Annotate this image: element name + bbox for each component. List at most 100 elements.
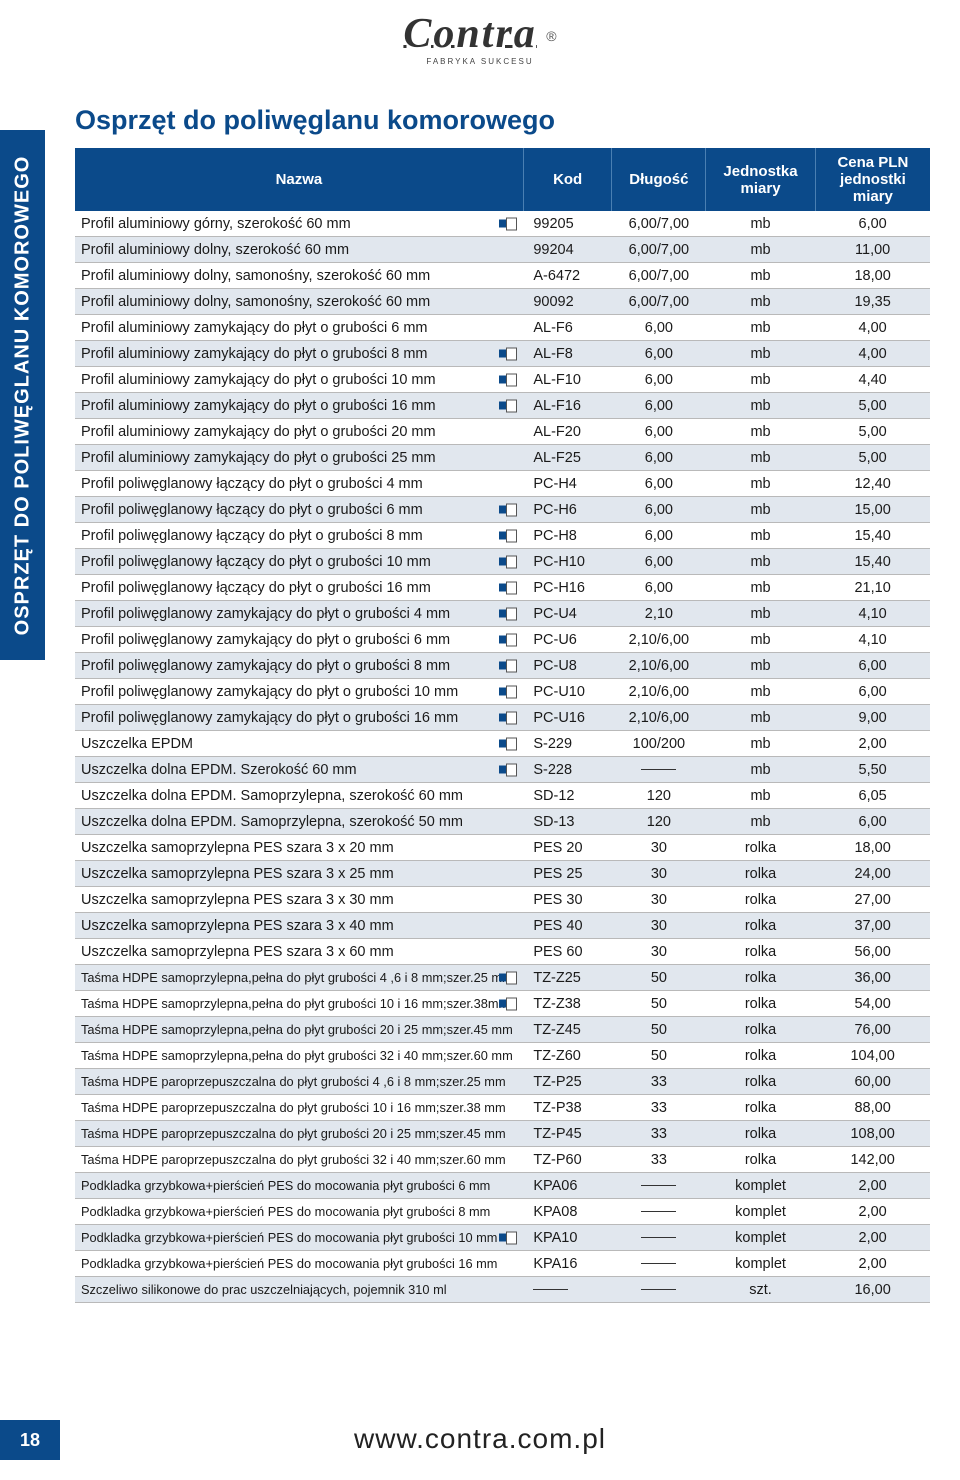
cell-nazwa: Podkladka grzybkowa+pierścień PES do moc… (75, 1251, 523, 1277)
cell-jednostka: rolka (706, 1095, 815, 1121)
cell-jednostka: mb (706, 289, 815, 315)
cell-cena: 2,00 (815, 1251, 930, 1277)
cell-nazwa: Podkladka grzybkowa+pierścień PES do moc… (75, 1173, 523, 1199)
cell-cena: 2,00 (815, 1173, 930, 1199)
table-row: Uszczelka dolna EPDM. Szerokość 60 mmS-2… (75, 757, 930, 783)
cell-nazwa: Profil poliwęglanowy łączący do płyt o g… (75, 549, 523, 575)
cell-cena: 4,10 (815, 601, 930, 627)
cell-kod: PES 60 (523, 939, 612, 965)
cell-dlugosc: 6,00 (612, 341, 706, 367)
cell-cena: 104,00 (815, 1043, 930, 1069)
table-row: Uszczelka samoprzylepna PES szara 3 x 40… (75, 913, 930, 939)
availability-icon (499, 685, 517, 698)
cell-cena: 11,00 (815, 237, 930, 263)
cell-nazwa: Taśma HDPE paroprzepuszczalna do płyt gr… (75, 1121, 523, 1147)
table-row: Podkladka grzybkowa+pierścień PES do moc… (75, 1199, 930, 1225)
table-row: Profil poliwęglanowy łączący do płyt o g… (75, 523, 930, 549)
cell-nazwa: Profil aluminiowy dolny, szerokość 60 mm (75, 237, 523, 263)
cell-nazwa: Profil aluminiowy dolny, samonośny, szer… (75, 289, 523, 315)
table-row: Uszczelka samoprzylepna PES szara 3 x 60… (75, 939, 930, 965)
cell-dlugosc: 6,00/7,00 (612, 211, 706, 237)
cell-kod: PC-H6 (523, 497, 612, 523)
cell-dlugosc: 6,00 (612, 367, 706, 393)
cell-kod: AL-F16 (523, 393, 612, 419)
cell-kod: PES 20 (523, 835, 612, 861)
table-row: Profil poliwęglanowy zamykający do płyt … (75, 679, 930, 705)
availability-icon (499, 607, 517, 620)
cell-nazwa: Profil aluminiowy zamykający do płyt o g… (75, 341, 523, 367)
cell-jednostka: mb (706, 575, 815, 601)
table-row: Profil aluminiowy zamykający do płyt o g… (75, 393, 930, 419)
cell-jednostka: mb (706, 809, 815, 835)
cell-dlugosc: 30 (612, 887, 706, 913)
cell-cena: 21,10 (815, 575, 930, 601)
cell-kod: PC-U10 (523, 679, 612, 705)
cell-nazwa: Profil aluminiowy zamykający do płyt o g… (75, 315, 523, 341)
cell-kod: PC-H4 (523, 471, 612, 497)
logo-subtitle: FABRYKA SUKCESU (403, 57, 556, 66)
cell-kod: TZ-Z45 (523, 1017, 612, 1043)
cell-kod: AL-F25 (523, 445, 612, 471)
price-table: Nazwa Kod Długość Jednostka miary Cena P… (75, 148, 930, 1303)
cell-dlugosc: 6,00 (612, 445, 706, 471)
cell-dlugosc: 120 (612, 783, 706, 809)
availability-icon (499, 373, 517, 386)
cell-dlugosc (612, 1251, 706, 1277)
cell-dlugosc: 33 (612, 1147, 706, 1173)
table-row: Profil poliwęglanowy zamykający do płyt … (75, 627, 930, 653)
cell-kod: S-229 (523, 731, 612, 757)
cell-cena: 60,00 (815, 1069, 930, 1095)
cell-dlugosc: 6,00/7,00 (612, 289, 706, 315)
cell-nazwa: Taśma HDPE paroprzepuszczalna do płyt gr… (75, 1069, 523, 1095)
cell-cena: 18,00 (815, 835, 930, 861)
cell-jednostka: mb (706, 653, 815, 679)
cell-dlugosc: 50 (612, 991, 706, 1017)
cell-dlugosc: 6,00/7,00 (612, 237, 706, 263)
cell-cena: 24,00 (815, 861, 930, 887)
table-row: Profil poliwęglanowy łączący do płyt o g… (75, 575, 930, 601)
cell-jednostka: komplet (706, 1225, 815, 1251)
cell-cena: 76,00 (815, 1017, 930, 1043)
cell-nazwa: Profil poliwęglanowy łączący do płyt o g… (75, 471, 523, 497)
cell-nazwa: Profil aluminiowy górny, szerokość 60 mm (75, 211, 523, 237)
table-row: Uszczelka dolna EPDM. Samoprzylepna, sze… (75, 809, 930, 835)
cell-kod: TZ-Z25 (523, 965, 612, 991)
cell-nazwa: Taśma HDPE samoprzylepna,pełna do płyt g… (75, 991, 523, 1017)
cell-cena: 4,40 (815, 367, 930, 393)
cell-cena: 6,00 (815, 809, 930, 835)
cell-dlugosc: 6,00 (612, 471, 706, 497)
cell-dlugosc: 2,10/6,00 (612, 705, 706, 731)
table-row: Profil aluminiowy zamykający do płyt o g… (75, 419, 930, 445)
cell-cena: 108,00 (815, 1121, 930, 1147)
logo-text: Contra (403, 15, 536, 55)
cell-kod: SD-12 (523, 783, 612, 809)
table-row: Uszczelka EPDMS-229100/200mb2,00 (75, 731, 930, 757)
cell-kod (523, 1277, 612, 1303)
cell-kod: PC-H16 (523, 575, 612, 601)
cell-nazwa: Profil aluminiowy zamykający do płyt o g… (75, 367, 523, 393)
availability-icon (499, 971, 517, 984)
cell-dlugosc: 6,00 (612, 497, 706, 523)
cell-nazwa: Profil aluminiowy zamykający do płyt o g… (75, 393, 523, 419)
cell-kod: TZ-P45 (523, 1121, 612, 1147)
dash-icon (641, 1211, 676, 1212)
cell-nazwa: Taśma HDPE samoprzylepna,pełna do płyt g… (75, 1043, 523, 1069)
cell-dlugosc: 6,00 (612, 393, 706, 419)
cell-jednostka: mb (706, 705, 815, 731)
cell-nazwa: Profil poliwęglanowy łączący do płyt o g… (75, 497, 523, 523)
cell-dlugosc (612, 1225, 706, 1251)
table-row: Podkladka grzybkowa+pierścień PES do moc… (75, 1173, 930, 1199)
table-row: Profil poliwęglanowy zamykający do płyt … (75, 653, 930, 679)
cell-nazwa: Podkladka grzybkowa+pierścień PES do moc… (75, 1225, 523, 1251)
cell-cena: 6,00 (815, 679, 930, 705)
cell-dlugosc: 2,10/6,00 (612, 653, 706, 679)
col-cena: Cena PLN jednostki miary (815, 148, 930, 211)
cell-kod: PES 40 (523, 913, 612, 939)
cell-dlugosc (612, 1199, 706, 1225)
cell-kod: AL-F6 (523, 315, 612, 341)
cell-jednostka: mb (706, 549, 815, 575)
cell-kod: AL-F10 (523, 367, 612, 393)
cell-cena: 15,00 (815, 497, 930, 523)
cell-dlugosc: 2,10/6,00 (612, 679, 706, 705)
dash-icon (533, 1289, 568, 1290)
